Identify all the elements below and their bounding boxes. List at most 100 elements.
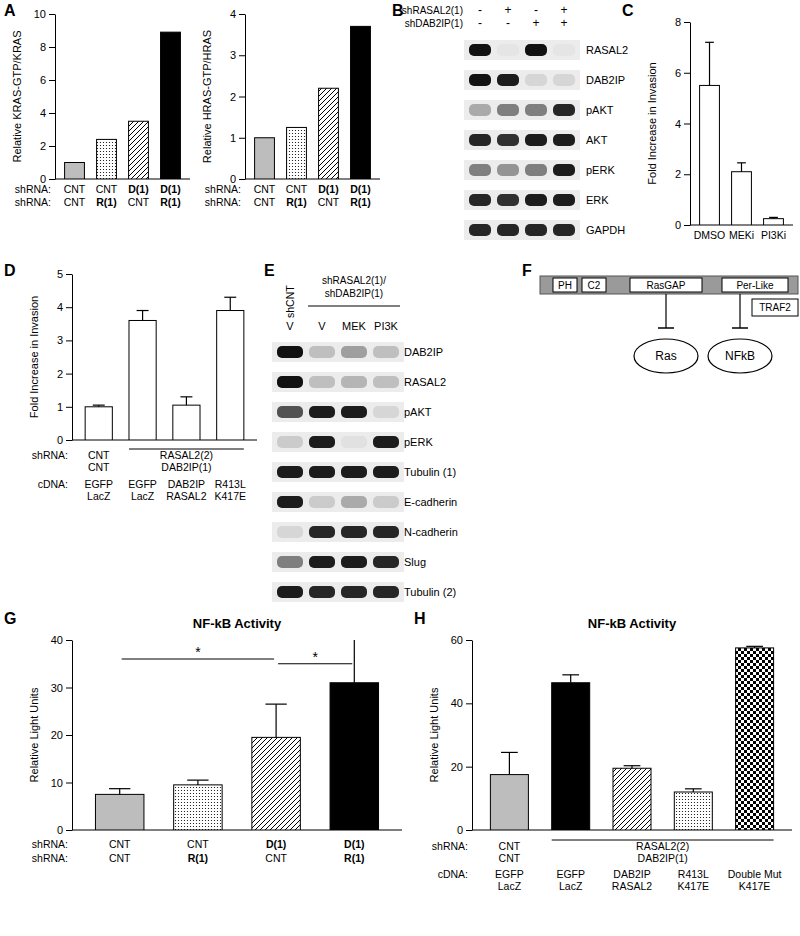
category-label: R(1) (344, 852, 364, 864)
band (469, 164, 491, 176)
y-tick-label: 10 (51, 777, 63, 789)
band (497, 104, 519, 116)
band (309, 346, 335, 358)
y-tick: 3 (230, 49, 245, 61)
y-tick: 2 (57, 368, 72, 380)
band (525, 44, 547, 56)
band (553, 104, 575, 116)
band (341, 466, 367, 478)
y-tick: 8 (675, 16, 690, 28)
error-cap (705, 42, 714, 43)
y-tick-label: 2 (40, 140, 46, 152)
blot-strip (272, 462, 404, 482)
category-label: EGFP (128, 478, 157, 490)
y-tick: 0 (457, 824, 472, 836)
category-label: K417E (739, 880, 771, 892)
y-axis-title: Fold Increase in Invasion (646, 62, 658, 184)
category-label: CNT (265, 852, 287, 864)
error-bar (180, 397, 192, 405)
bar (319, 88, 339, 179)
error-bar (746, 646, 763, 648)
band (309, 376, 335, 388)
error-bar (187, 780, 208, 785)
bar (95, 794, 143, 830)
error-stem (275, 704, 276, 737)
category-label: EGFP (84, 478, 113, 490)
y-tick-label: 2 (230, 91, 236, 103)
error-bar (705, 42, 714, 85)
y-tick-label: 0 (675, 219, 681, 231)
group-label: CNT (88, 449, 110, 461)
error-bar (109, 789, 130, 795)
partner-box (752, 299, 798, 316)
target-node (708, 339, 772, 373)
domain-label: C2 (588, 280, 601, 291)
group-label: CNT (499, 840, 521, 852)
partner-label: TRAF2 (759, 302, 791, 313)
y-axis-title: Fold Increase in Invasion (28, 296, 40, 418)
error-cap (180, 396, 192, 397)
y-tick-mark (66, 830, 72, 831)
category-title: shRNA: (32, 852, 68, 864)
lane-sign: - (478, 16, 482, 30)
bar (255, 138, 275, 179)
y-tick: 4 (57, 301, 72, 313)
y-tick-mark (49, 14, 55, 15)
protein-backbone (540, 276, 798, 294)
panel-label: H (414, 610, 426, 627)
band (553, 164, 575, 176)
protein-label: pAKT (586, 104, 614, 116)
protein-label: Slug (404, 556, 426, 568)
y-tick-label: 0 (57, 434, 63, 446)
lane-sign: - (534, 3, 538, 17)
y-tick: 40 (451, 697, 472, 709)
category-label: R413L (215, 478, 246, 490)
bar (129, 121, 149, 179)
figure: 0246810Relative KRAS-GTP/KRASCNTCNTCNTR(… (0, 0, 800, 936)
band (341, 406, 367, 418)
band (277, 496, 303, 508)
band (469, 104, 491, 116)
y-tick-mark (466, 767, 472, 768)
band (373, 586, 399, 598)
category-label: R(1) (96, 196, 116, 208)
bar-chart: 0204060NF-kB ActivityRelative Light Unit… (428, 616, 792, 892)
band (553, 74, 575, 86)
y-tick: 10 (51, 777, 72, 789)
category-title: shRNA: (205, 196, 241, 208)
y-axis-line (245, 15, 246, 180)
panel-label: E (264, 262, 275, 279)
group-bracket (308, 306, 400, 307)
y-axis: 02468 (675, 16, 691, 231)
group-label: DAB2IP(1) (161, 461, 211, 473)
error-cap (137, 310, 149, 311)
bar (613, 768, 651, 830)
y-tick: 8 (40, 41, 55, 53)
error-cap (562, 674, 579, 675)
error-bar (265, 704, 286, 737)
target-label: Ras (655, 349, 676, 363)
error-cap (769, 217, 778, 218)
inhibition-line (739, 294, 740, 328)
category-label: CNT (254, 183, 276, 195)
lane-sign: + (532, 16, 539, 30)
category-title: shRNA: (15, 196, 51, 208)
group-label: RASAL2(2) (636, 840, 689, 852)
band (277, 436, 303, 448)
band (525, 164, 547, 176)
lane-label: MEK (342, 320, 367, 332)
y-tick-label: 40 (51, 634, 63, 646)
bar-chart: 02468Fold Increase in InvasionDMSOMEKiPI… (646, 16, 793, 241)
domain-box (722, 278, 788, 292)
blot-strip (464, 190, 580, 210)
bar (65, 163, 85, 180)
y-tick-mark (239, 138, 245, 139)
band (373, 346, 399, 358)
y-tick-label: 2 (675, 168, 681, 180)
panel-label: D (4, 262, 16, 279)
band (497, 164, 519, 176)
error-bar (737, 163, 746, 172)
protein-label: Tubulin (1) (404, 466, 456, 478)
category-label: D(1) (350, 183, 370, 195)
lane-sign: - (506, 16, 510, 30)
